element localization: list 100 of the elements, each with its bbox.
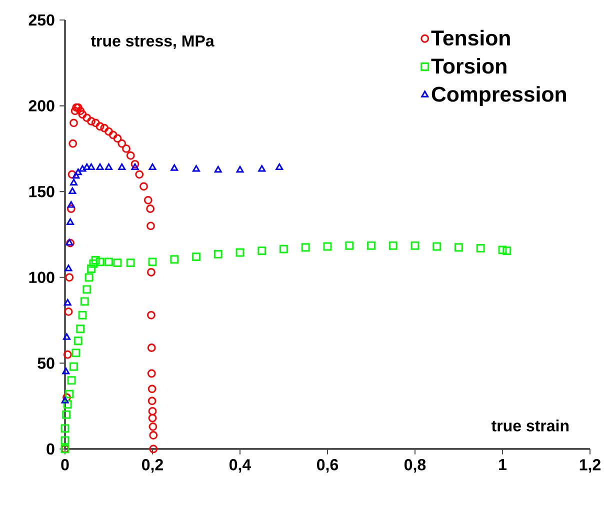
point [113, 134, 122, 143]
point [70, 178, 78, 186]
point [70, 118, 78, 128]
point [61, 396, 69, 404]
point [135, 170, 144, 179]
legend-label: Tension [431, 30, 510, 46]
point [122, 144, 130, 153]
point [76, 106, 85, 116]
point [67, 376, 76, 385]
point [148, 422, 158, 431]
point [214, 166, 222, 173]
point [148, 258, 157, 266]
point [104, 258, 113, 266]
x-axis-title: true strain [491, 420, 569, 432]
point [126, 258, 135, 268]
point [68, 139, 78, 148]
x-tick-label: 0,8 [404, 459, 426, 473]
point [170, 164, 178, 171]
point [130, 160, 140, 168]
point [78, 310, 87, 320]
point [96, 122, 104, 131]
point [144, 196, 152, 204]
point [62, 410, 71, 419]
point [83, 163, 91, 170]
point [148, 396, 156, 406]
point [118, 139, 126, 148]
point [105, 163, 112, 170]
point [432, 242, 442, 251]
point [148, 163, 156, 170]
point [80, 297, 89, 306]
point [146, 204, 155, 213]
point [258, 246, 266, 255]
x-tick-label: 1,2 [580, 459, 600, 473]
point [60, 424, 70, 433]
point [62, 368, 70, 374]
point [64, 308, 73, 316]
point [148, 414, 157, 422]
point [68, 170, 76, 179]
legend-label: Compression [432, 86, 566, 106]
point [192, 165, 200, 172]
x-tick-label: 0 [61, 459, 69, 470]
point [410, 241, 420, 250]
y-tick-label: 100 [29, 272, 54, 284]
point [108, 130, 118, 140]
point [214, 250, 222, 258]
point [280, 244, 288, 254]
point [91, 256, 100, 264]
point [64, 264, 72, 272]
point [147, 344, 156, 352]
point [148, 384, 156, 394]
point [96, 258, 104, 266]
point [96, 163, 104, 170]
point [258, 165, 266, 172]
point [65, 390, 74, 398]
point [65, 273, 74, 282]
point [131, 163, 139, 170]
y-tick-label: 250 [28, 14, 54, 26]
point [100, 124, 109, 132]
point [149, 431, 158, 440]
point [78, 165, 86, 172]
point [68, 187, 76, 194]
point [301, 243, 310, 252]
x-tick-label: 0,4 [230, 459, 252, 473]
point [89, 259, 98, 268]
point [63, 333, 70, 340]
point [126, 151, 135, 160]
point [367, 241, 376, 250]
point [148, 407, 157, 416]
y-tick-label: 150 [29, 186, 54, 198]
point [104, 127, 113, 136]
point [388, 241, 398, 250]
point [66, 218, 74, 225]
point [502, 246, 512, 255]
point [84, 273, 94, 282]
point [66, 204, 76, 213]
y-tick-label: 0 [46, 443, 54, 455]
point [236, 166, 244, 173]
point [67, 201, 75, 208]
point [74, 168, 82, 176]
point [74, 336, 82, 346]
point [87, 117, 96, 126]
point [70, 362, 78, 371]
point [62, 393, 71, 402]
x-tick-label: 1 [499, 459, 506, 470]
point [78, 110, 87, 119]
point [323, 242, 332, 251]
x-tick-label: 0,6 [317, 459, 338, 473]
point [236, 248, 244, 257]
point [76, 324, 85, 334]
point [146, 310, 156, 320]
x-tick-label: 0,2 [142, 459, 163, 473]
point [72, 348, 80, 358]
point [82, 285, 92, 294]
point [113, 258, 122, 268]
y-tick-label: 50 [38, 358, 54, 369]
point [88, 163, 95, 170]
y-axis-title: true stress, MPa [90, 35, 214, 49]
point [72, 172, 80, 179]
point [87, 264, 96, 274]
y-tick-label: 200 [28, 100, 54, 112]
